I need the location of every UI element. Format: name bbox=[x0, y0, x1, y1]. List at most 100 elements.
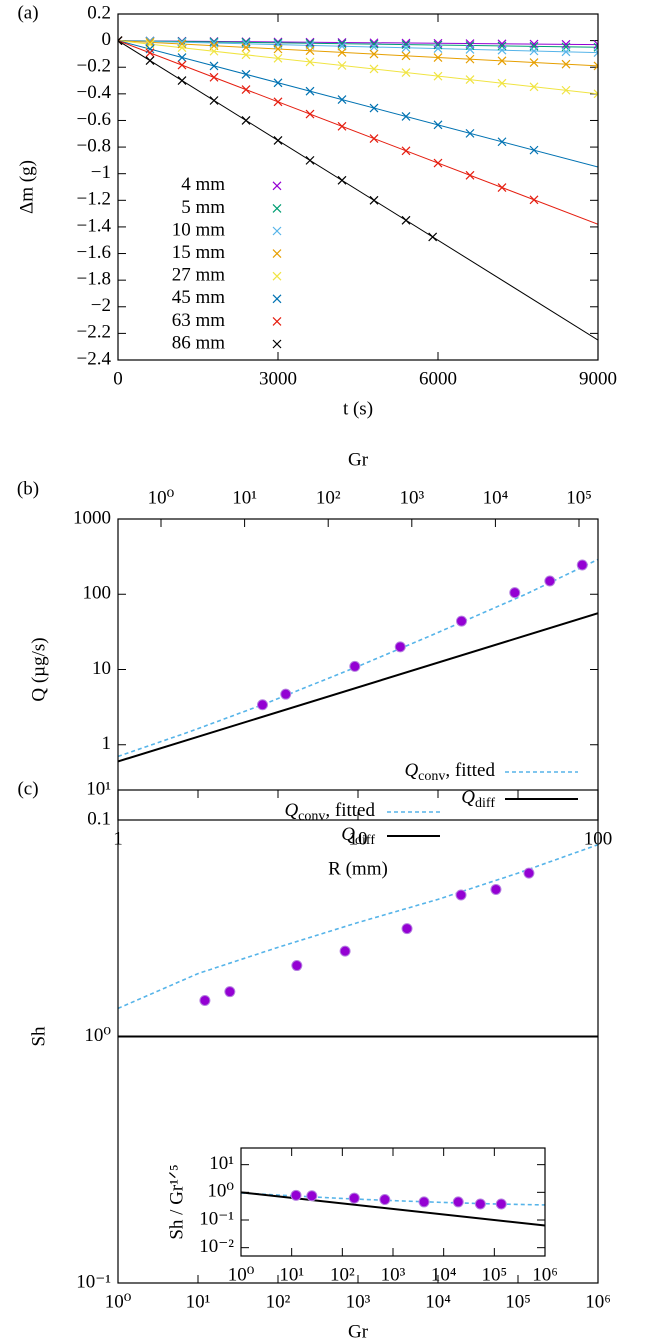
legend-marker bbox=[272, 181, 282, 191]
data-point bbox=[241, 50, 251, 60]
data-point bbox=[199, 994, 211, 1006]
data-point bbox=[418, 1196, 430, 1208]
fit-line bbox=[118, 40, 598, 225]
data-point bbox=[529, 195, 539, 205]
x-tick-label: 10¹ bbox=[186, 1291, 211, 1312]
data-point bbox=[433, 158, 443, 168]
data-point bbox=[401, 215, 411, 225]
data-point bbox=[273, 53, 283, 63]
x-tick-label: 10⁴ bbox=[425, 1291, 451, 1312]
data-point bbox=[273, 44, 283, 54]
fit-line bbox=[118, 40, 598, 67]
legend-label: 15 mm bbox=[172, 242, 226, 263]
x-axis-title: R (mm) bbox=[328, 858, 388, 879]
y-tick-label: −0.6 bbox=[77, 109, 111, 130]
data-point bbox=[561, 47, 571, 57]
data-point bbox=[593, 61, 598, 71]
legend-label: 27 mm bbox=[172, 265, 226, 286]
x2-tick-label: 10⁴ bbox=[483, 487, 509, 508]
data-point bbox=[305, 109, 315, 119]
legend-marker bbox=[272, 203, 282, 213]
data-point bbox=[497, 78, 507, 88]
legend-label: 10 mm bbox=[172, 219, 226, 240]
data-point bbox=[497, 45, 507, 55]
legend-marker bbox=[272, 316, 282, 326]
fit-line bbox=[118, 40, 598, 341]
data-point bbox=[576, 559, 588, 571]
x-axis-title: t (s) bbox=[343, 398, 373, 419]
y-tick-label: 1000 bbox=[73, 507, 111, 528]
x-tick-label: 10⁰ bbox=[105, 1291, 132, 1312]
data-point bbox=[145, 48, 155, 58]
y-tick-label: −2.4 bbox=[77, 348, 112, 369]
x2-tick-label: 10⁵ bbox=[566, 487, 592, 508]
y-tick-label: −1.6 bbox=[77, 242, 111, 263]
data-point bbox=[465, 75, 475, 85]
data-point bbox=[465, 170, 475, 180]
data-point bbox=[349, 660, 361, 672]
y-tick-label: −2.2 bbox=[77, 322, 111, 343]
data-point bbox=[241, 42, 251, 52]
x-tick-label: 10⁴ bbox=[431, 1264, 457, 1285]
data-point bbox=[348, 1192, 360, 1204]
data-point bbox=[209, 61, 219, 71]
x2-tick-label: 10³ bbox=[399, 487, 424, 508]
data-point bbox=[241, 39, 251, 49]
x2-axis-title: Gr bbox=[348, 449, 369, 470]
data-point bbox=[465, 128, 475, 138]
data-point bbox=[305, 46, 315, 56]
data-point bbox=[241, 69, 251, 79]
data-point bbox=[145, 36, 155, 46]
data-point bbox=[497, 39, 507, 49]
y-tick-label: 0.2 bbox=[87, 2, 111, 23]
data-point bbox=[465, 54, 475, 64]
data-point bbox=[306, 1190, 318, 1202]
legend-label: Qconv, fitted bbox=[284, 800, 375, 824]
x-axis-title: Gr bbox=[348, 1321, 369, 1342]
x2-tick-label: 10¹ bbox=[232, 487, 257, 508]
x-tick-label: 10¹ bbox=[279, 1264, 304, 1285]
legend-marker bbox=[272, 294, 282, 304]
plot-frame bbox=[240, 1147, 546, 1257]
data-point bbox=[561, 85, 571, 95]
legend-marker bbox=[272, 226, 282, 236]
data-point bbox=[177, 60, 187, 70]
data-point bbox=[369, 38, 379, 48]
legend-label: 4 mm bbox=[181, 174, 225, 195]
x-tick-label: 10⁵ bbox=[482, 1264, 508, 1285]
data-point bbox=[145, 56, 155, 66]
plot-area bbox=[118, 558, 598, 763]
data-point bbox=[337, 121, 347, 131]
data-point bbox=[305, 37, 315, 47]
x-tick-label: 9000 bbox=[579, 368, 617, 389]
x-tick-label: 10⁰ bbox=[228, 1264, 255, 1285]
y-axis-title: Q (µg/s) bbox=[28, 637, 49, 701]
data-point bbox=[256, 699, 268, 711]
data-point bbox=[145, 37, 155, 47]
data-point bbox=[305, 57, 315, 67]
data-point bbox=[273, 135, 283, 145]
x-tick-label: 10⁶ bbox=[532, 1264, 558, 1285]
legend-marker bbox=[272, 339, 282, 349]
data-point bbox=[433, 44, 443, 54]
data-point bbox=[241, 85, 251, 95]
data-point bbox=[529, 145, 539, 155]
data-point bbox=[465, 41, 475, 50]
y-tick-label: 10⁻² bbox=[199, 1236, 234, 1257]
data-point bbox=[209, 46, 219, 56]
data-point bbox=[337, 48, 347, 57]
y-tick-label: 0.1 bbox=[87, 808, 111, 829]
data-point bbox=[177, 43, 187, 53]
data-point bbox=[544, 575, 556, 587]
data-point bbox=[339, 945, 351, 957]
x-tick-label: 10³ bbox=[346, 1291, 371, 1312]
data-point bbox=[433, 40, 443, 50]
data-point bbox=[401, 146, 411, 156]
data-point bbox=[561, 39, 571, 49]
data-point bbox=[337, 175, 347, 185]
legend-label: 86 mm bbox=[172, 332, 226, 353]
y-axis-title: Sh / Gr¹ᐟ⁵ bbox=[166, 1164, 187, 1239]
data-point bbox=[455, 889, 467, 901]
data-point bbox=[177, 39, 187, 49]
